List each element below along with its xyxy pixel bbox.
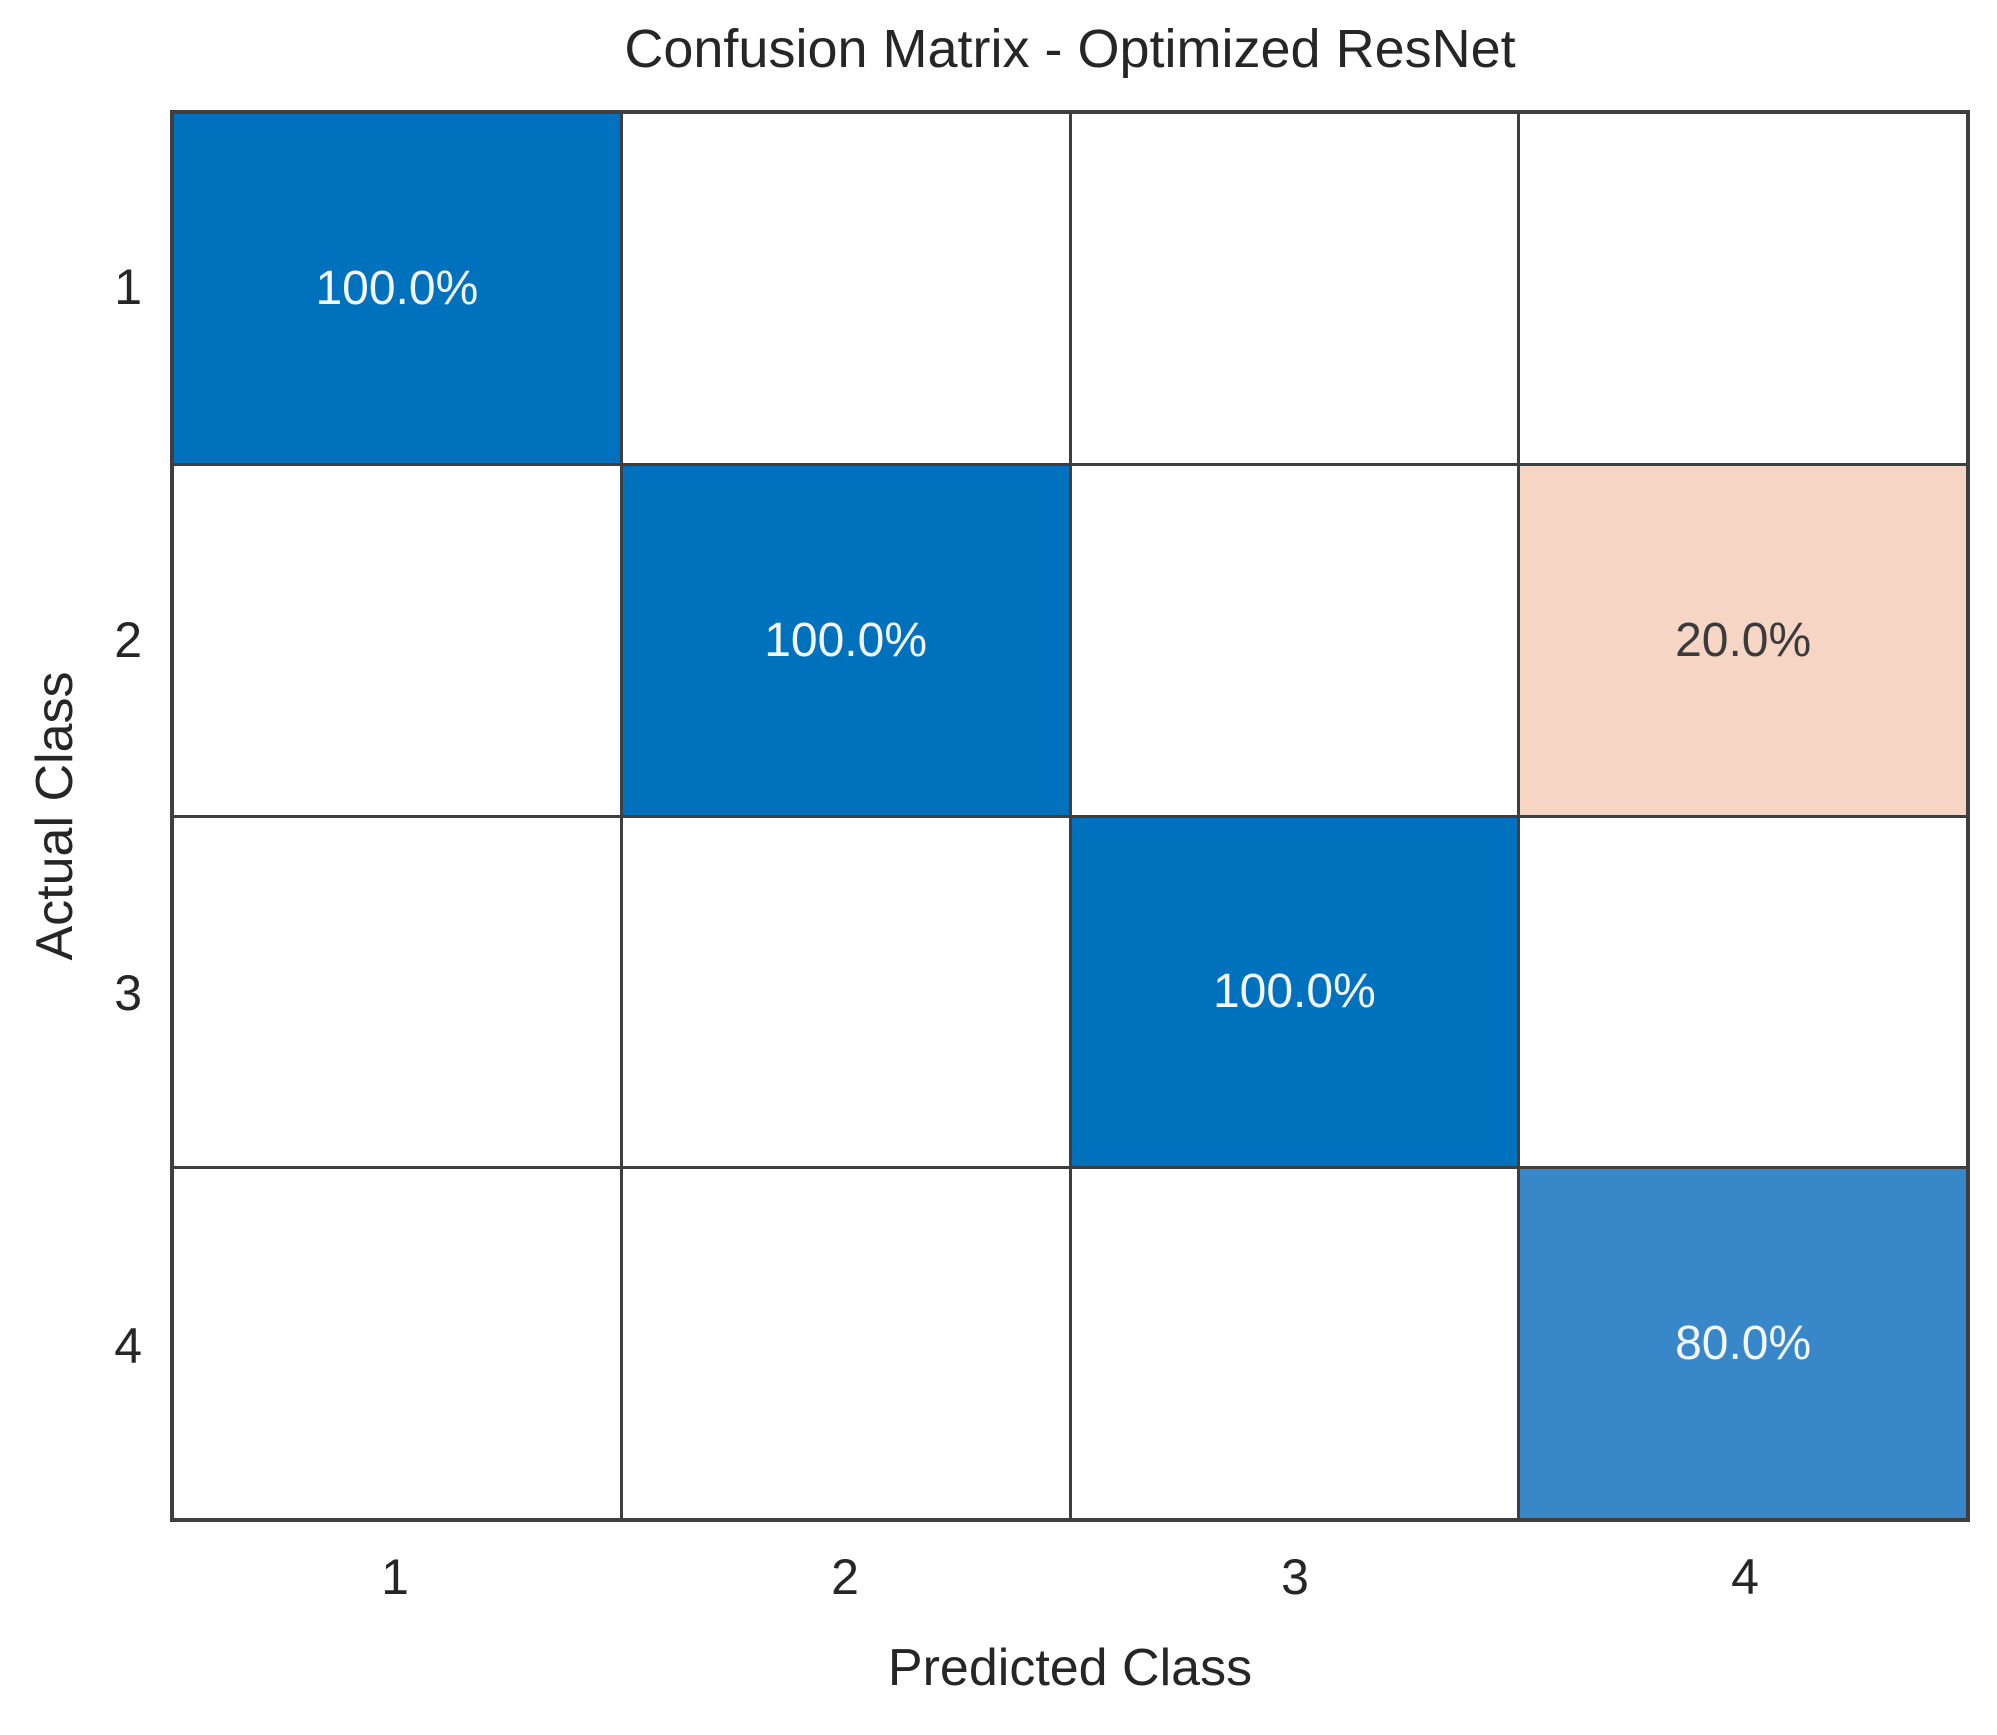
y-axis-ticks: 1 2 3 4 [0,110,170,1522]
matrix-cell-r4c1 [174,1169,620,1518]
matrix-cell-r1c3 [1071,114,1518,463]
x-tick-label: 4 [1731,1549,1759,1605]
matrix-cell-r2c2: 100.0% [622,465,1069,815]
matrix-cell-r1c1: 100.0% [174,114,620,463]
x-tick-label: 2 [831,1549,859,1605]
matrix-grid: 100.0% 100.0% 20.0% 100.0% 80.0% [174,114,1966,1518]
plot-area: 100.0% 100.0% 20.0% 100.0% 80.0% [170,110,1970,1522]
matrix-cell-r4c4: 80.0% [1520,1169,1966,1518]
matrix-cell-r4c2 [622,1169,1069,1518]
y-tick-label: 3 [114,964,142,1021]
matrix-cell-r3c2 [622,817,1069,1167]
matrix-cell-r4c3 [1071,1169,1518,1518]
y-tick-label: 2 [114,611,142,668]
matrix-cell-r2c4: 20.0% [1520,465,1966,815]
matrix-cell-r3c4 [1520,817,1966,1167]
y-tick-label: 1 [114,258,142,315]
chart-title: Confusion Matrix - Optimized ResNet [624,19,1516,79]
x-tick-label: 3 [1281,1549,1309,1605]
matrix-cell-r3c3: 100.0% [1071,817,1518,1167]
x-axis-label: Predicted Class [887,1639,1253,1697]
x-axis-ticks: 1 2 3 4 [170,1522,1970,1632]
matrix-cell-r2c1 [174,465,620,815]
matrix-cell-r3c1 [174,817,620,1167]
y-tick-label: 4 [114,1317,142,1374]
matrix-cell-r2c3 [1071,465,1518,815]
x-tick-label: 1 [381,1549,409,1605]
matrix-cell-r1c2 [622,114,1069,463]
matrix-cell-r1c4 [1520,114,1966,463]
